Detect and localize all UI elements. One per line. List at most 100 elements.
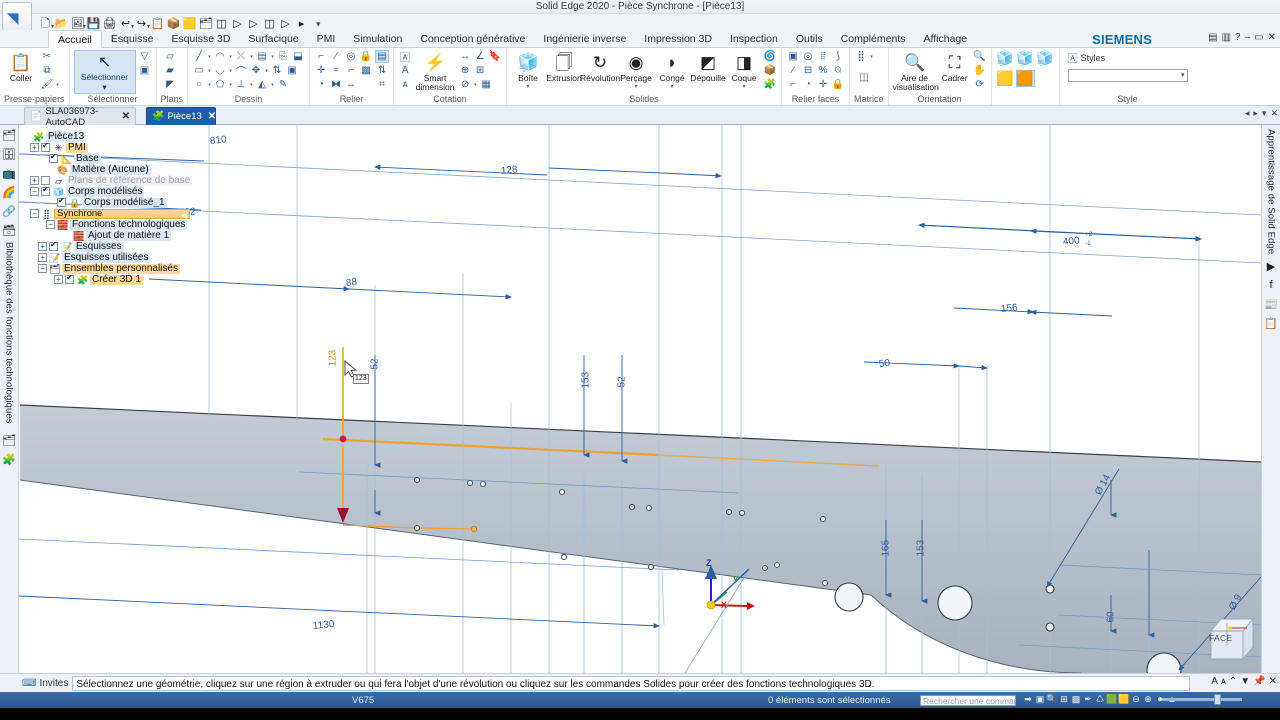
zoom-area-button[interactable]: 🔍 Aire de visualisation bbox=[893, 50, 939, 92]
tutorials-icon[interactable]: 📋 bbox=[1264, 317, 1278, 330]
tree-node-esquisses[interactable]: + 📝Esquisses bbox=[22, 240, 272, 252]
zoom-status-icon[interactable]: 🔍 bbox=[1046, 694, 1058, 704]
sketch-status-icon[interactable]: ✒ bbox=[1084, 694, 1092, 704]
relate-1-icon[interactable]: ◫ bbox=[216, 17, 227, 30]
curve-icon[interactable]: ⤬ bbox=[237, 51, 246, 62]
arc3-caret-icon[interactable]: ▾ bbox=[229, 67, 232, 74]
close-icon[interactable]: ✕ bbox=[207, 111, 217, 122]
tree-node-plans-reference[interactable]: + ▱ Plans de référence de base bbox=[22, 175, 272, 186]
rigid-faces-icon[interactable]: ✛ bbox=[818, 79, 828, 90]
rectangle-icon[interactable]: ▭ bbox=[194, 65, 204, 76]
command-search-input[interactable]: Rechercher une commande bbox=[920, 694, 1016, 706]
dim-50[interactable]: 50 bbox=[878, 357, 891, 370]
ground-icon[interactable]: ◔ bbox=[805, 79, 812, 90]
hole-markers[interactable] bbox=[413, 476, 1182, 673]
tree-node-pmi[interactable]: + ✳PMI bbox=[22, 141, 272, 153]
tree-expander-icon[interactable]: − bbox=[38, 264, 47, 273]
dropdown-icon[interactable]: ▼ bbox=[1240, 676, 1251, 687]
offset-faces-icon[interactable]: ⊟ bbox=[803, 65, 813, 76]
tab-outils[interactable]: Outils bbox=[795, 33, 823, 45]
tab-accueil[interactable]: Accueil bbox=[48, 30, 102, 48]
application-button[interactable]: ◥ bbox=[2, 2, 32, 32]
relations-list-icon[interactable]: ▤ bbox=[375, 50, 390, 63]
new-document-icon[interactable]: 🗋 ▾ bbox=[41, 17, 54, 30]
tree-root-piece13[interactable]: 🧩 Pièce13 bbox=[22, 131, 272, 142]
tree-node-base[interactable]: 📐Base bbox=[22, 152, 272, 164]
tangent-icon[interactable]: ◔ bbox=[318, 79, 325, 90]
tree-node-creer-3d-1[interactable]: + 🧩Créer 3D 1 bbox=[22, 273, 272, 285]
tab-pmi[interactable]: PMI bbox=[316, 33, 336, 45]
save-as-icon[interactable]: 🖼 ▾ bbox=[70, 17, 86, 30]
rigid-set-icon[interactable]: ▩ bbox=[361, 65, 371, 76]
symmetric-diameter-icon[interactable]: ⊘ bbox=[460, 79, 470, 90]
tangent-faces-icon[interactable]: ⟆ bbox=[836, 51, 840, 62]
hole-button-caret-icon[interactable]: ▾ bbox=[634, 84, 638, 90]
thinwall-button[interactable]: ◨ Coque ▾ bbox=[727, 50, 761, 92]
dim-153-b[interactable]: 153 bbox=[915, 539, 927, 557]
dimension-caret-icon[interactable]: ▾ bbox=[474, 81, 477, 88]
save-icon[interactable]: 💾 bbox=[86, 17, 101, 30]
symmetry-icon[interactable]: ⊥ bbox=[236, 79, 246, 90]
news-icon[interactable]: 📰 bbox=[1264, 298, 1278, 311]
tree-node-ajout-matiere-1[interactable]: 🧱 Ajout de matière 1 bbox=[22, 230, 272, 241]
properties-icon[interactable]: 📋 bbox=[150, 17, 165, 30]
dimension-style-icon[interactable]: 🄰 bbox=[400, 53, 411, 64]
grid-status-icon[interactable]: ⊞ bbox=[1060, 694, 1068, 704]
thinwall-button-caret-icon[interactable]: ▾ bbox=[742, 84, 746, 90]
dim-400-tol-upper[interactable]: +2 bbox=[1085, 231, 1093, 238]
select-filter-icon[interactable]: ▽ bbox=[140, 51, 149, 62]
line-caret-icon[interactable]: ▾ bbox=[208, 53, 211, 60]
offset-icon[interactable]: ⎘ bbox=[279, 51, 288, 62]
hidden-edge-view-icon[interactable]: 🧊 bbox=[1016, 50, 1034, 66]
polygon-icon[interactable]: ⬠ bbox=[215, 79, 225, 90]
polygon-caret-icon[interactable]: ▾ bbox=[229, 81, 232, 88]
boolean-icon[interactable]: 🧩 bbox=[763, 79, 777, 90]
tree-checkbox[interactable] bbox=[41, 176, 50, 185]
tab-impression-3d[interactable]: Impression 3D bbox=[644, 33, 712, 45]
shade-status-icon[interactable]: ▩ bbox=[1071, 694, 1081, 704]
concentric-faces-icon[interactable]: ⍉ bbox=[835, 65, 842, 76]
circle-caret-icon[interactable]: ▾ bbox=[208, 81, 211, 88]
connect-icon[interactable]: ⌐ bbox=[318, 51, 324, 62]
trim-icon[interactable]: ✎ bbox=[278, 79, 288, 90]
select-button[interactable]: ↖ Sélectionner ▾ bbox=[73, 50, 136, 94]
angle-dimension-icon[interactable]: ∠ bbox=[475, 51, 485, 62]
facebook-icon[interactable]: f bbox=[1269, 279, 1273, 292]
prev-tab-icon[interactable]: ◂ bbox=[1244, 108, 1250, 118]
tab-inspection[interactable]: Inspection bbox=[730, 33, 778, 45]
select-all-icon[interactable]: ▣ bbox=[139, 65, 150, 76]
sensors-icon[interactable]: 📺 bbox=[2, 167, 16, 180]
tab-surfacique[interactable]: Surfacique bbox=[248, 33, 299, 45]
select-mode-icon[interactable]: ▣ bbox=[1035, 694, 1045, 704]
parallel-faces-icon[interactable]: ∕ bbox=[792, 65, 794, 76]
dim-60[interactable]: 60 bbox=[1105, 611, 1117, 623]
concentric-icon[interactable]: ◎ bbox=[346, 51, 356, 62]
pathfinder-icon[interactable]: 🗂 bbox=[2, 129, 16, 142]
round-button[interactable]: ◗ Congé ▾ bbox=[655, 50, 689, 92]
tree-node-fonctions-technologiques[interactable]: − 🧱 Fonctions technologiques bbox=[22, 219, 272, 230]
relate-5-icon[interactable]: ▷ bbox=[281, 17, 290, 30]
chevron-down-icon[interactable]: ▾ bbox=[1181, 72, 1185, 79]
pin-icon[interactable]: 📌 bbox=[1253, 676, 1266, 687]
restore-icon[interactable]: ▥ bbox=[1221, 32, 1232, 43]
feature-library-icon[interactable]: 🗃 bbox=[2, 224, 16, 237]
smart-dimension-button[interactable]: ⚡ Smart dimension bbox=[414, 50, 456, 92]
mirror-caret-icon[interactable]: ▾ bbox=[271, 81, 274, 88]
tree-checkbox[interactable] bbox=[49, 152, 58, 163]
select-caret-icon[interactable]: ▾ bbox=[102, 82, 107, 92]
synchronous-bar[interactable]: Synchrone ◀ bbox=[54, 208, 190, 220]
sync-status-icon[interactable]: ♺ bbox=[1095, 694, 1105, 704]
variables-icon[interactable]: 🔗 bbox=[2, 205, 16, 218]
tree-node-matiere[interactable]: 🎨 Matière (Aucune) bbox=[22, 164, 272, 175]
move-caret-icon[interactable]: ▾ bbox=[265, 67, 268, 74]
tab-esquisse-3d[interactable]: Esquisse 3D bbox=[171, 33, 231, 45]
tab-ing-nierie-inverse[interactable]: Ingénierie inverse bbox=[543, 33, 627, 45]
highlighted-edge[interactable] bbox=[322, 437, 660, 457]
lock-icon[interactable]: 🔒 bbox=[359, 51, 373, 62]
face-orientation-widget[interactable] bbox=[1210, 617, 1254, 661]
color-manager-icon[interactable]: 🌈 bbox=[2, 186, 16, 199]
print-icon[interactable]: 🖨 bbox=[102, 17, 117, 30]
dim-52-a[interactable]: 52 bbox=[369, 358, 381, 370]
box-button-caret-icon[interactable]: ▾ bbox=[526, 84, 530, 90]
box-button[interactable]: 🧊 Boîte ▾ bbox=[511, 50, 545, 92]
